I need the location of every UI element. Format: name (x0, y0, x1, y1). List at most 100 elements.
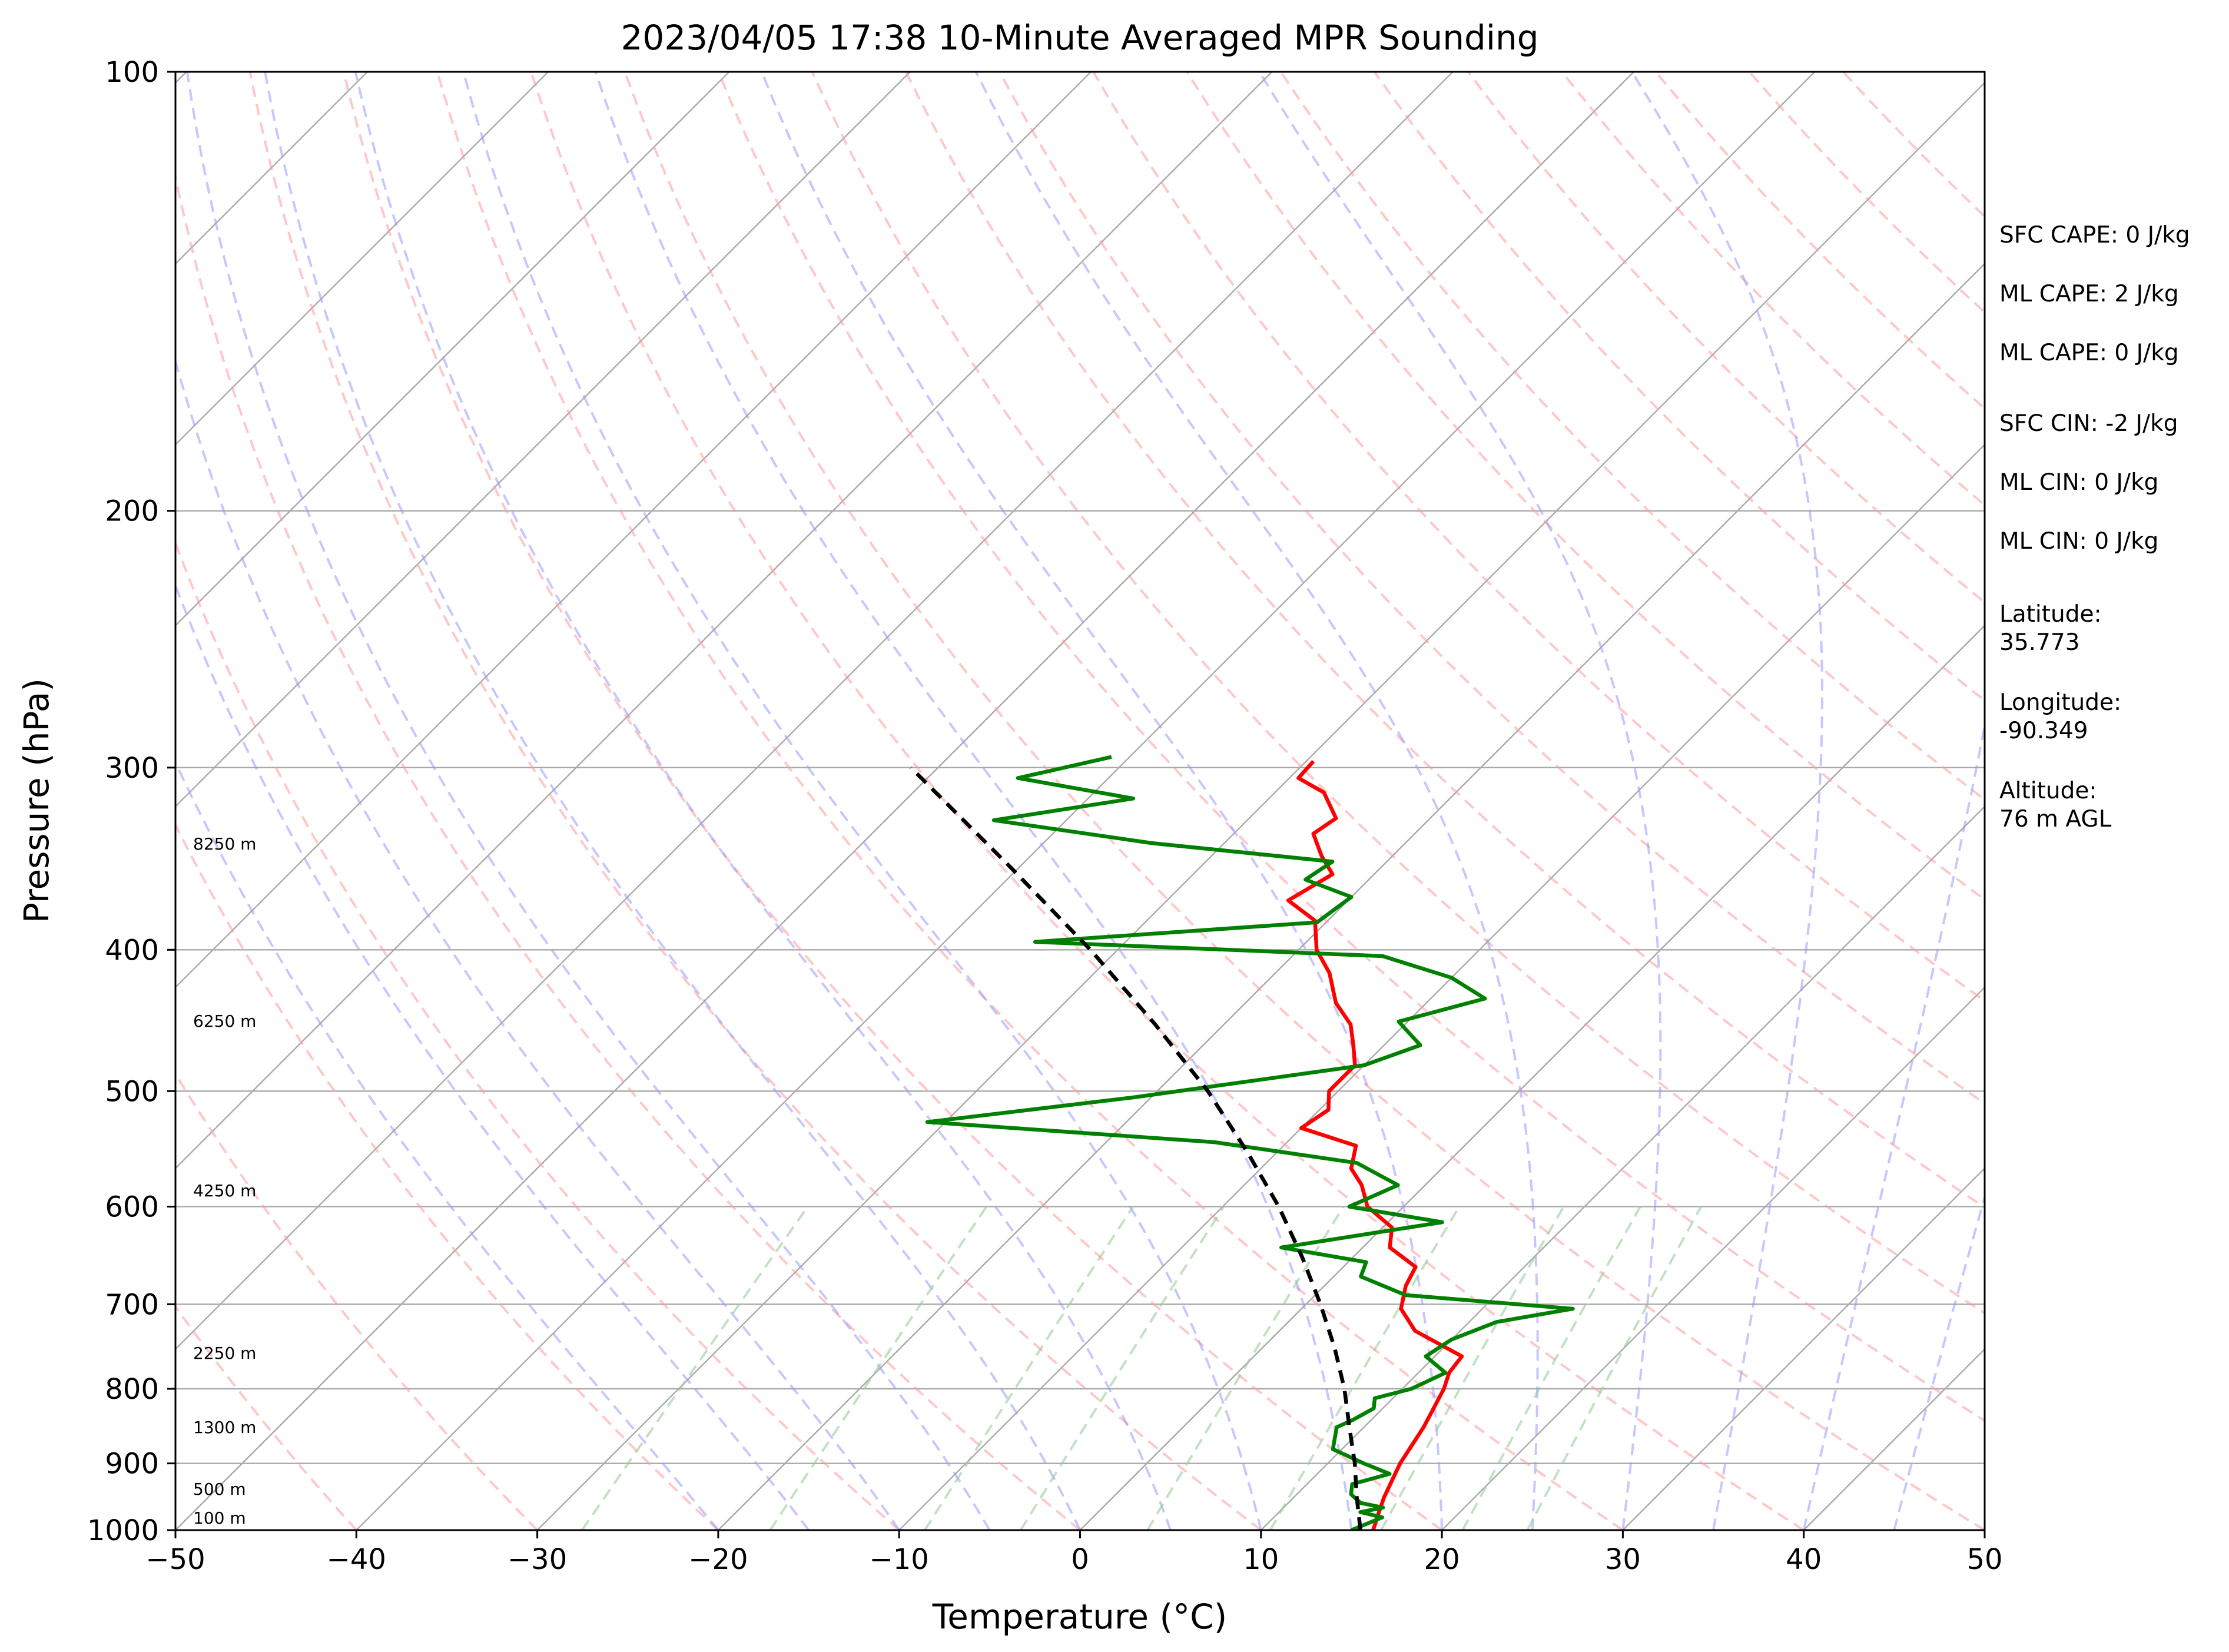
isotherm-line (1079, 624, 1985, 1530)
y-tick-label: 300 (105, 752, 159, 785)
dry-adiabat (175, 539, 900, 1530)
isotherm-line (175, 72, 1273, 1170)
isotherm-line (1622, 1167, 1985, 1530)
height-label: 500 m (193, 1479, 246, 1499)
side-annotation: ML CIN: 0 J/kg (1999, 469, 2158, 496)
side-annotation: SFC CIN: -2 J/kg (1999, 410, 2178, 437)
moist-adiabat (354, 72, 1172, 1530)
reference-lines (175, 72, 1985, 1530)
isotherm-line (718, 263, 1985, 1530)
height-labels: 8250 m 6250 m 4250 m 2250 m 1300 m 500 m 100 m (193, 834, 256, 1528)
isotherm-line (1441, 986, 1985, 1530)
chart-title: 2023/04/05 17:38 10-Minute Averaged MPR … (621, 18, 1538, 58)
moist-adiabat (175, 357, 900, 1530)
dry-adiabat (1279, 72, 1985, 801)
axis-ticks: −50 −40 −30 −20 −10 0 10 20 30 40 50 100 200 300 400 50… (87, 56, 2003, 1576)
sounding-profiles (909, 755, 1575, 1530)
x-tick-label: −40 (327, 1543, 386, 1576)
profile-line-2 (925, 755, 1575, 1530)
height-label: 6250 m (193, 1011, 256, 1031)
mixing-ratio-line (581, 1206, 809, 1530)
y-axis-label: Pressure (hPa) (16, 678, 57, 923)
y-tick-label: 700 (105, 1288, 159, 1321)
y-tick-label: 600 (105, 1190, 159, 1223)
dry-adiabat (1186, 72, 1985, 901)
mixing-ratio-line (1019, 1206, 1225, 1530)
moist-adiabat (175, 759, 719, 1530)
mixing-ratio-line (769, 1206, 988, 1530)
moist-adiabat (594, 72, 1353, 1530)
dry-adiabat (1654, 72, 1985, 410)
dry-adiabat (342, 72, 1443, 1530)
moist-adiabat (185, 72, 991, 1530)
height-label: 2250 m (193, 1344, 256, 1363)
isotherm-line (175, 72, 549, 446)
moist-adiabat (264, 72, 1082, 1530)
x-tick-label: 30 (1605, 1543, 1641, 1576)
moist-adiabat (1258, 72, 1662, 1530)
dry-adiabat (1092, 72, 1985, 1003)
mixing-ratio-line (1526, 1206, 1703, 1530)
dry-adiabat (530, 72, 1805, 1530)
dry-adiabat (436, 72, 1624, 1530)
dry-adiabat (175, 1072, 539, 1530)
x-tick-label: −50 (145, 1543, 205, 1576)
dry-adiabat (1467, 72, 1985, 604)
side-annotation: ML CAPE: 2 J/kg (1999, 281, 2179, 307)
x-axis-label: Temperature (°C) (932, 1597, 1228, 1637)
profile-line-1 (1286, 759, 1464, 1530)
x-tick-label: 50 (1966, 1543, 2002, 1576)
moist-adiabat (1631, 72, 1823, 1530)
dry-adiabat (623, 72, 1985, 1530)
moist-adiabat (1802, 719, 1985, 1530)
isotherm-line (175, 72, 730, 627)
side-annotation: 76 m AGL (1999, 806, 2112, 832)
side-annotation: Altitude: (1999, 778, 2097, 804)
x-tick-label: −20 (688, 1543, 748, 1576)
profile-line-3 (909, 766, 1363, 1530)
moist-adiabat (760, 72, 1444, 1530)
mixing-ratio-line (1461, 1206, 1641, 1530)
side-annotation: Longitude: (1999, 689, 2121, 716)
isotherm-line (175, 72, 1454, 1351)
isotherm-line (356, 72, 1816, 1530)
height-label: 4250 m (193, 1181, 256, 1200)
side-annotation: SFC CAPE: 0 J/kg (1999, 222, 2190, 248)
isotherm-line (175, 72, 1634, 1530)
height-label: 100 m (193, 1508, 246, 1528)
side-annotations: SFC CAPE: 0 J/kg ML CAPE: 2 J/kg ML CAPE: … (1999, 222, 2190, 832)
dry-adiabat (248, 72, 1262, 1530)
x-tick-label: −10 (870, 1543, 929, 1576)
x-tick-label: 40 (1786, 1543, 1822, 1576)
isotherm-line (898, 443, 1985, 1530)
x-tick-label: 0 (1071, 1543, 1089, 1576)
mixing-ratio-line (1380, 1206, 1565, 1530)
y-tick-label: 100 (105, 56, 159, 89)
isotherm-line (536, 81, 1985, 1530)
background-grid (175, 72, 1985, 1530)
mixing-ratio-line (924, 1206, 1135, 1530)
dry-adiabat (175, 171, 1081, 1530)
isotherm-line (1260, 805, 1985, 1530)
dry-adiabat (904, 72, 1985, 1209)
isotherm-line (175, 72, 911, 808)
y-tick-label: 500 (105, 1075, 159, 1108)
y-tick-label: 900 (105, 1448, 159, 1481)
dry-adiabat (811, 72, 1985, 1315)
side-annotation: ML CAPE: 0 J/kg (1999, 340, 2179, 366)
side-annotation: -90.349 (1999, 718, 2088, 744)
x-tick-label: −30 (508, 1543, 567, 1576)
side-annotation: Latitude: (1999, 601, 2102, 628)
moist-adiabat (974, 72, 1539, 1530)
y-tick-label: 400 (105, 934, 159, 967)
side-annotation: 35.773 (1999, 629, 2079, 656)
x-tick-label: 10 (1243, 1543, 1279, 1576)
height-label: 1300 m (193, 1418, 256, 1437)
side-annotation: ML CIN: 0 J/kg (1999, 528, 2158, 555)
y-tick-label: 200 (105, 495, 159, 528)
x-tick-label: 20 (1424, 1543, 1460, 1576)
dry-adiabat (717, 72, 1985, 1422)
y-tick-label: 1000 (87, 1514, 159, 1547)
moist-adiabat (462, 72, 1262, 1530)
